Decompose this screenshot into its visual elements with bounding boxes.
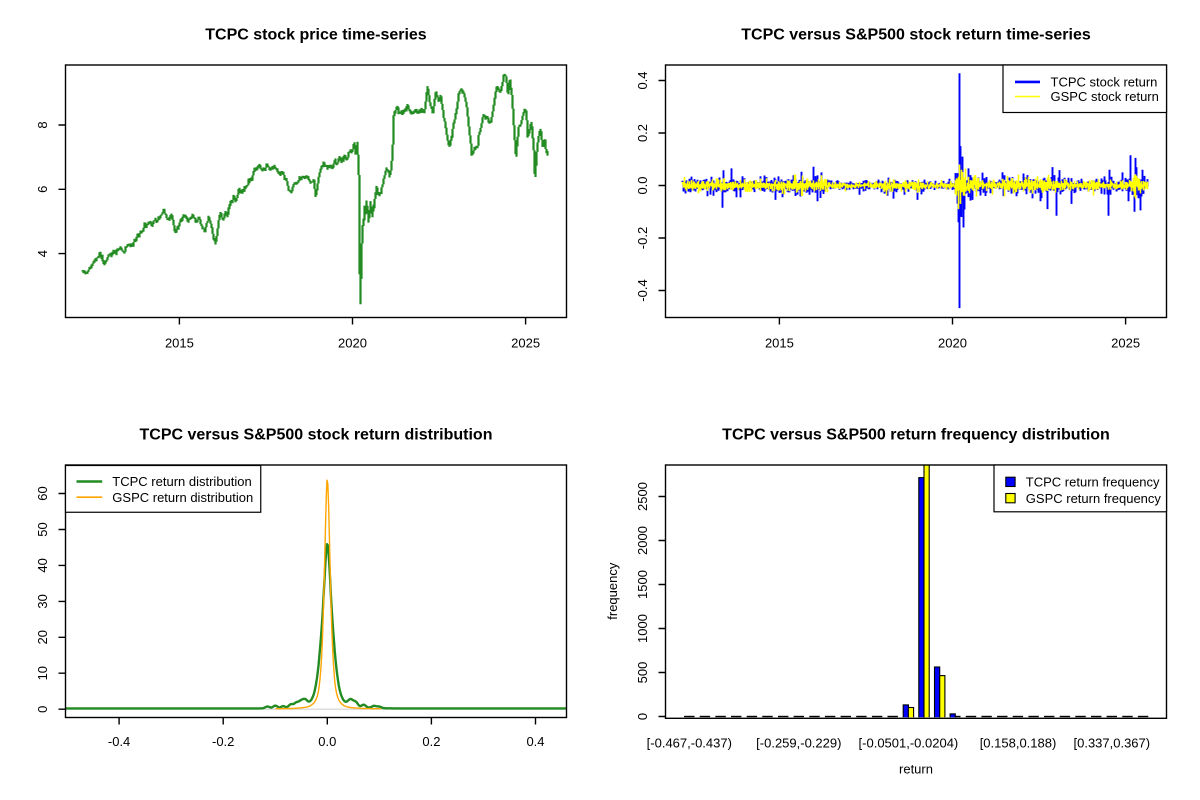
svg-text:TCPC stock return: TCPC stock return [1051,75,1158,90]
svg-text:-0.4: -0.4 [635,279,650,301]
svg-text:2500: 2500 [635,482,650,511]
svg-text:[-0.259,-0.229): [-0.259,-0.229) [756,735,841,750]
svg-text:[-0.0501,-0.0204): [-0.0501,-0.0204) [859,735,959,750]
svg-text:2015: 2015 [765,336,794,351]
svg-text:TCPC versus S&P500 return freq: TCPC versus S&P500 return frequency dist… [722,427,1110,444]
svg-text:10: 10 [35,666,50,680]
svg-text:0.0: 0.0 [635,176,650,194]
svg-text:2020: 2020 [938,336,967,351]
svg-text:return: return [899,762,933,777]
svg-text:30: 30 [35,594,50,608]
svg-text:8: 8 [35,121,50,128]
svg-text:0.2: 0.2 [422,734,440,749]
svg-text:TCPC return distribution: TCPC return distribution [112,474,251,489]
svg-text:[-0.467,-0.437): [-0.467,-0.437) [647,735,732,750]
svg-text:2025: 2025 [1111,336,1140,351]
svg-text:0.4: 0.4 [526,734,544,749]
svg-text:40: 40 [35,558,50,572]
svg-text:6: 6 [35,186,50,193]
svg-text:[0.337,0.367): [0.337,0.367) [1073,735,1150,750]
svg-text:2000: 2000 [635,526,650,555]
svg-text:0: 0 [635,713,650,720]
svg-text:50: 50 [35,522,50,536]
svg-text:TCPC versus S&P500 stock retur: TCPC versus S&P500 stock return time-ser… [741,27,1091,44]
svg-text:2015: 2015 [165,336,194,351]
svg-text:60: 60 [35,486,50,500]
svg-text:-0.4: -0.4 [108,734,130,749]
svg-text:TCPC return frequency: TCPC return frequency [1026,475,1160,490]
svg-text:GSPC stock return: GSPC stock return [1051,89,1159,104]
svg-text:0.4: 0.4 [635,71,650,89]
svg-text:2025: 2025 [511,336,540,351]
svg-text:GSPC return distribution: GSPC return distribution [112,490,253,505]
svg-text:500: 500 [635,662,650,684]
svg-text:TCPC versus S&P500 stock retur: TCPC versus S&P500 stock return distribu… [140,427,493,444]
svg-text:-0.2: -0.2 [635,227,650,249]
svg-text:-0.2: -0.2 [212,734,234,749]
svg-text:1500: 1500 [635,570,650,599]
svg-text:TCPC stock price time-series: TCPC stock price time-series [205,27,427,44]
svg-text:20: 20 [35,630,50,644]
svg-text:frequency: frequency [605,562,620,620]
svg-text:1000: 1000 [635,614,650,643]
svg-text:[0.158,0.188): [0.158,0.188) [980,735,1057,750]
svg-text:0.2: 0.2 [635,124,650,142]
svg-text:0: 0 [35,706,50,713]
svg-text:2020: 2020 [338,336,367,351]
svg-text:4: 4 [35,250,50,257]
svg-text:GSPC return frequency: GSPC return frequency [1026,491,1162,506]
svg-text:0.0: 0.0 [318,734,336,749]
